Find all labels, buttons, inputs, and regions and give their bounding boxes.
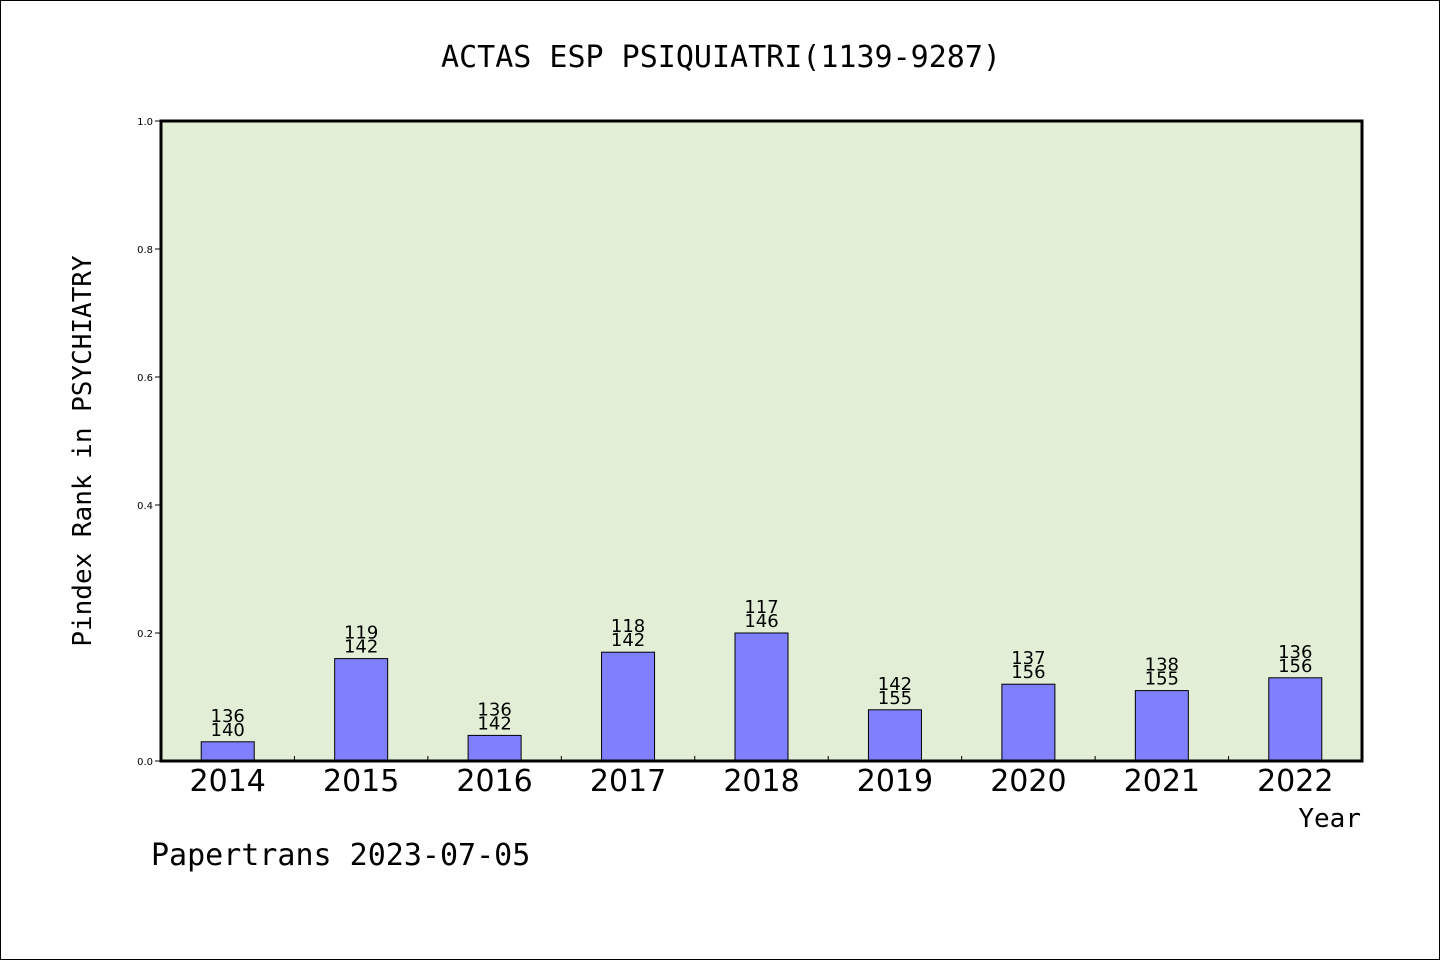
bar-2020 — [1001, 683, 1056, 762]
x-tick-label-2018: 2018 — [723, 764, 799, 799]
x-tick-label-2015: 2015 — [323, 764, 399, 799]
x-tick-label-2019: 2019 — [857, 764, 933, 799]
rank-label-2015: 119 — [344, 623, 378, 644]
y-tick-label: 0.2 — [137, 629, 153, 640]
total-label-2015: 142 — [344, 637, 378, 658]
plot-border — [159, 119, 1364, 763]
total-label-2019: 155 — [878, 688, 912, 709]
rank-label-2020: 137 — [1011, 648, 1045, 669]
x-tick-label-2014: 2014 — [190, 764, 266, 799]
rank-label-2022: 136 — [1278, 642, 1312, 663]
bar-2019 — [867, 709, 922, 762]
total-label-2022: 156 — [1278, 656, 1312, 677]
rank-label-2017: 118 — [611, 616, 645, 637]
y-tick-label: 0.6 — [137, 373, 153, 384]
y-tick-label: 0.8 — [137, 245, 153, 256]
total-label-2014: 140 — [211, 720, 245, 741]
y-tick-label: 0.4 — [137, 501, 153, 512]
bar-2022 — [1268, 677, 1323, 762]
x-tick-label-2017: 2017 — [590, 764, 666, 799]
rank-label-2021: 138 — [1145, 655, 1179, 676]
total-label-2018: 146 — [744, 611, 778, 632]
total-label-2017: 142 — [611, 630, 645, 651]
bar-2018 — [734, 632, 789, 762]
total-label-2016: 142 — [477, 713, 511, 734]
rank-label-2016: 136 — [477, 699, 511, 720]
total-label-2021: 155 — [1145, 669, 1179, 690]
x-tick-label-2021: 2021 — [1124, 764, 1200, 799]
chart-title: ACTAS ESP PSIQUIATRI(1139-9287) — [441, 40, 1001, 75]
total-label-2020: 156 — [1011, 662, 1045, 683]
bar-2015 — [334, 658, 389, 762]
x-tick-label-2022: 2022 — [1257, 764, 1333, 799]
bar-2021 — [1134, 690, 1189, 762]
x-axis-label: Year — [1298, 804, 1361, 834]
y-tick-label: 1.0 — [137, 117, 153, 128]
y-tick-label: 0.0 — [137, 757, 153, 768]
rank-label-2018: 117 — [744, 597, 778, 618]
bar-2017 — [601, 651, 656, 762]
bar-2014 — [200, 741, 255, 762]
bar-2016 — [467, 734, 522, 762]
footer-watermark: Papertrans 2023-07-05 — [151, 838, 530, 873]
rank-label-2019: 142 — [878, 674, 912, 695]
x-tick-label-2016: 2016 — [456, 764, 532, 799]
y-axis-label: Pindex Rank in PSYCHIATRY — [68, 255, 98, 647]
x-tick-label-2020: 2020 — [990, 764, 1066, 799]
rank-label-2014: 136 — [211, 706, 245, 727]
